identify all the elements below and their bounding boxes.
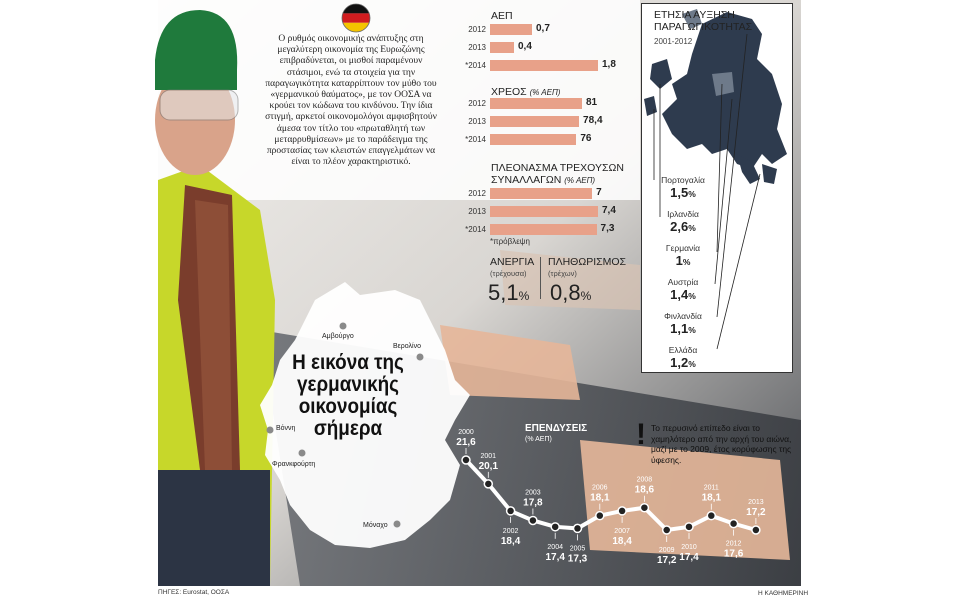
investment-chart-title: ΕΠΕΝΔΥΣΕΙΣ (% ΑΕΠ) xyxy=(525,423,588,444)
exclamation-icon: ! xyxy=(636,418,646,451)
productivity-country-label: Αυστρία xyxy=(667,277,699,287)
inflation-value: 0,8% xyxy=(550,280,592,305)
publisher-brand: Η ΚΑΘΗΜΕΡΙΝΗ xyxy=(758,590,809,597)
productivity-map-panel xyxy=(641,3,793,373)
investment-note: Το περυσινό επίπεδο είναι το χαμηλότερο … xyxy=(651,423,792,465)
current-account-year-label: *2014 xyxy=(465,225,486,234)
gdp-value-label: 0,7 xyxy=(536,23,550,34)
productivity-value: 1,5% xyxy=(670,185,696,200)
debt-year-label: 2013 xyxy=(468,117,486,126)
city-label-frankfurt: Φρανκφούρτη xyxy=(272,461,316,468)
gdp-value-label: 0,4 xyxy=(518,41,532,52)
gdp-chart-title: ΑΕΠ xyxy=(491,10,513,22)
productivity-value: 1,1% xyxy=(670,321,696,336)
intro-text: Ο ρυθμός οικονομικής ανάπτυξης στη μεγαλ… xyxy=(265,34,437,168)
gdp-year-label: *2014 xyxy=(465,61,486,70)
debt-value-label: 78,4 xyxy=(583,115,603,126)
gdp-value-label: 1,8 xyxy=(602,59,616,70)
city-label-bonn: Βόννη xyxy=(276,425,296,432)
germany-flag-icon xyxy=(341,3,371,33)
current-account-value-label: 7,3 xyxy=(600,223,615,234)
current-account-year-label: 2013 xyxy=(468,207,486,216)
debt-bar xyxy=(490,98,582,109)
gdp-year-label: 2013 xyxy=(468,43,486,52)
current-account-bar xyxy=(490,206,598,217)
city-label-munich: Μόναχο xyxy=(363,522,388,529)
current-account-year-label: 2012 xyxy=(468,189,486,198)
forecast-footnote: *πρόβλεψη xyxy=(490,237,530,246)
productivity-country-label: Ιρλανδία xyxy=(667,209,699,219)
productivity-value: 2,6% xyxy=(670,219,696,234)
city-label-augsburg: Αμβούργο xyxy=(322,333,354,340)
debt-bar xyxy=(490,134,577,145)
current-account-bar xyxy=(490,188,593,199)
productivity-country-label: Φινλανδία xyxy=(664,311,702,321)
page-title: Η εικόνα της γερμανικής οικονομίας σήμερ… xyxy=(292,351,404,440)
current-account-chart-title: ΠΛΕΟΝΑΣΜΑ ΤΡΕΧΟΥΣΩΝ ΣΥΝΑΛΛΑΓΩΝ (% ΑΕΠ) xyxy=(491,162,624,186)
current-account-bar xyxy=(490,224,597,235)
debt-year-label: 2012 xyxy=(468,99,486,108)
current-account-value-label: 7 xyxy=(596,187,602,198)
europe-map xyxy=(644,9,787,350)
debt-year-label: *2014 xyxy=(465,135,486,144)
gdp-bar xyxy=(490,42,514,53)
productivity-value: 1,4% xyxy=(670,287,696,302)
map-subtitle: 2001-2012 xyxy=(654,37,693,46)
productivity-value: 1% xyxy=(675,253,691,268)
gdp-bar xyxy=(490,60,598,71)
inflation-label: ΠΛΗΘΩΡΙΣΜΟΣ (τρέχων) xyxy=(548,256,627,279)
current-account-value-label: 7,4 xyxy=(602,205,616,216)
source-text: ΠΗΓΕΣ: Eurostat, ΟΟΣΑ xyxy=(158,589,230,596)
unemployment-label: ΑΝΕΡΓΙΑ (τρέχουσα) xyxy=(490,256,535,279)
unemployment-value: 5,1% xyxy=(488,280,530,305)
productivity-country-label: Πορτογαλία xyxy=(661,175,705,185)
productivity-value: 1,2% xyxy=(670,355,696,370)
productivity-country-label: Γερμανία xyxy=(665,243,701,253)
productivity-country-label: Ελλάδα xyxy=(668,345,698,355)
debt-chart-title: ΧΡΕΟΣ (% ΑΕΠ) xyxy=(491,86,561,98)
stats-divider xyxy=(540,257,541,299)
city-label-berlin: Βερολίνο xyxy=(393,343,421,350)
debt-value-label: 76 xyxy=(580,133,592,144)
map-title: ΕΤΗΣΙΑ ΑΥΞΗΣΗ ΠΑΡΑΓΩΓΙΚΟΤΗΤΑΣ xyxy=(654,9,753,33)
debt-bar xyxy=(490,116,580,127)
gdp-bar xyxy=(490,24,532,35)
debt-value-label: 81 xyxy=(586,97,598,108)
gdp-year-label: 2012 xyxy=(468,25,486,34)
